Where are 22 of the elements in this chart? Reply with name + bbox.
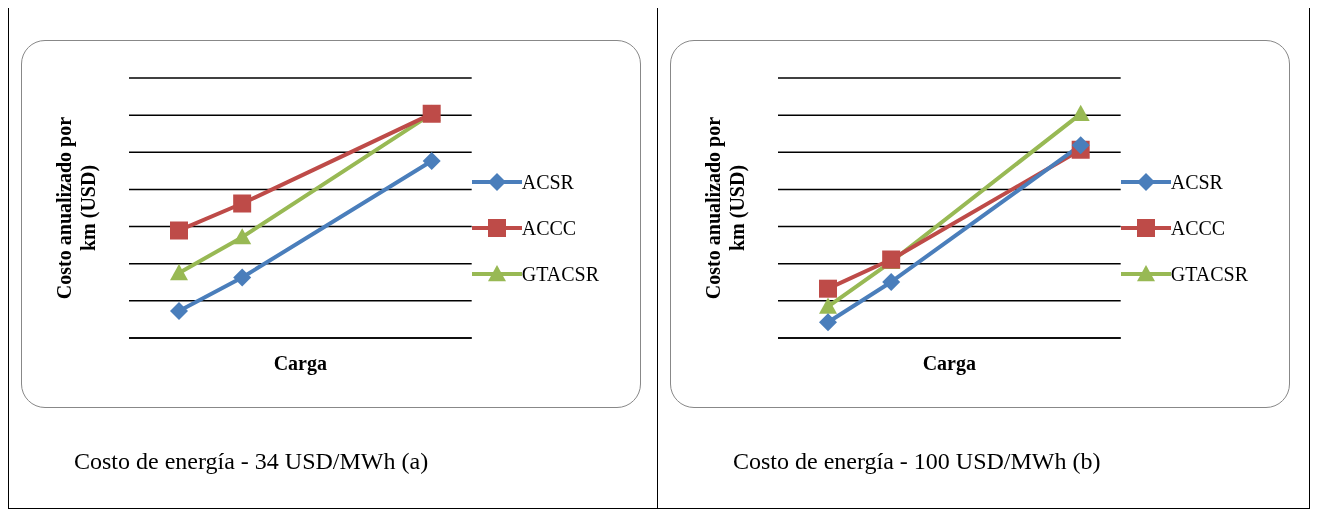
point [819, 297, 837, 314]
x-axis-title: Carga [922, 352, 977, 375]
y-axis-title: Costo anualizado por km (USD) [702, 116, 749, 300]
legend-label: GTACSR [1170, 262, 1248, 286]
text: Costo de energía - 34 USD/MWh (a) [74, 448, 429, 475]
legend-label: ACSR [521, 170, 574, 194]
point [819, 313, 837, 332]
legend-label: ACCC [1170, 216, 1226, 240]
point [233, 194, 252, 213]
point [422, 151, 441, 170]
legend-label: ACSR [1170, 170, 1223, 194]
point [882, 272, 901, 291]
legend-label: ACCC [521, 216, 577, 240]
point [170, 302, 188, 321]
text: Costo de energía - 100 USD/MWh (b) [733, 448, 1101, 475]
point [170, 221, 188, 240]
x-axis-title: Carga [273, 352, 328, 375]
y-axis-title: Costo anualizado por km (USD) [53, 116, 100, 300]
point [233, 268, 252, 287]
point [1071, 136, 1090, 155]
legend-label: GTACSR [521, 262, 599, 286]
point [819, 279, 837, 298]
